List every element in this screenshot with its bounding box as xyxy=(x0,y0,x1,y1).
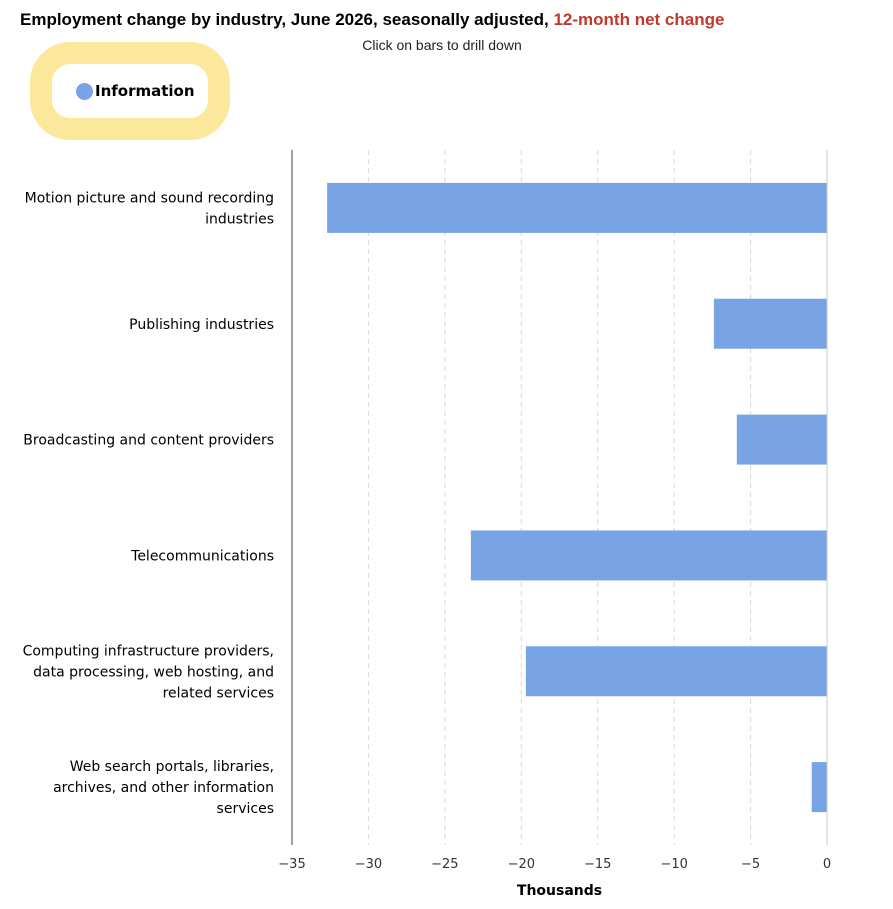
chart-legend[interactable]: Information xyxy=(76,82,195,100)
bar[interactable] xyxy=(470,530,827,581)
bar[interactable] xyxy=(736,414,827,465)
category-label-line: Web search portals, libraries, xyxy=(70,759,274,775)
category-label-line: Broadcasting and content providers xyxy=(23,433,274,449)
category-label-line: Publishing industries xyxy=(129,317,274,333)
chart-title-main: Employment change by industry, June 2026… xyxy=(20,10,554,29)
category-label-line: data processing, web hosting, and xyxy=(33,664,274,680)
bar[interactable] xyxy=(811,762,827,813)
x-tick-label: −20 xyxy=(508,857,535,872)
category-label: Computing infrastructure providers, data … xyxy=(23,643,274,701)
category-label: Broadcasting and content providers xyxy=(23,433,274,449)
category-label-line: Telecommunications xyxy=(130,548,274,564)
legend-series-marker xyxy=(76,82,93,100)
category-label-line: archives, and other information xyxy=(53,780,274,796)
category-label-line: services xyxy=(217,801,274,817)
x-axis-title: Thousands xyxy=(517,883,602,899)
category-label-line: related services xyxy=(163,685,274,701)
x-tick-label: −30 xyxy=(355,857,382,872)
category-label-line: Motion picture and sound recording xyxy=(25,190,274,206)
legend-highlight-mark xyxy=(30,42,230,140)
x-tick-label: −5 xyxy=(741,857,760,872)
bar[interactable] xyxy=(713,298,827,349)
category-label: Publishing industries xyxy=(129,317,274,333)
x-tick-label: −15 xyxy=(584,857,611,872)
category-label: Web search portals, libraries, archives, … xyxy=(53,759,274,817)
chart-title: Employment change by industry, June 2026… xyxy=(20,10,724,30)
bar[interactable] xyxy=(525,646,827,697)
chart-title-accent: 12-month net change xyxy=(553,10,725,29)
category-label-line: Computing infrastructure providers, xyxy=(23,643,274,659)
chart-subtitle: Click on bars to drill down xyxy=(362,37,522,53)
legend-series-label[interactable]: Information xyxy=(95,82,195,100)
x-tick-label: −10 xyxy=(660,857,687,872)
bar[interactable] xyxy=(327,182,827,233)
category-label: Telecommunications xyxy=(130,548,274,564)
x-tick-label: 0 xyxy=(823,857,831,872)
category-label: Motion picture and sound recording indust… xyxy=(25,190,274,227)
category-label-line: industries xyxy=(205,211,274,227)
x-tick-label: −35 xyxy=(278,857,305,872)
x-tick-label: −25 xyxy=(431,857,458,872)
